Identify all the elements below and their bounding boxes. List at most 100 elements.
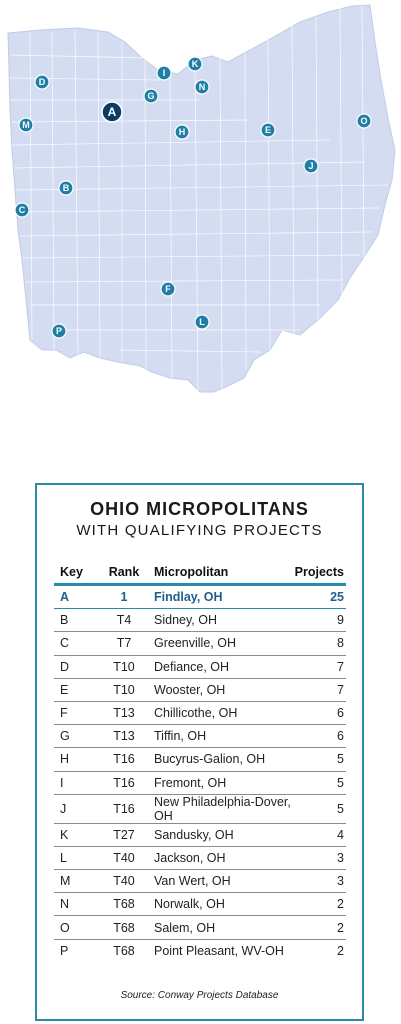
row-key: B	[54, 608, 94, 633]
marker-circle	[260, 122, 276, 138]
row-projects: 7	[294, 678, 346, 702]
marker-circle	[187, 56, 203, 72]
table-row: J T16 New Philadelphia-Dover, OH 5	[54, 794, 346, 824]
row-key: A	[54, 584, 94, 610]
marker-label: E	[265, 125, 271, 135]
row-rank: T7	[94, 631, 154, 656]
marker-label: F	[165, 284, 171, 294]
row-rank: T40	[94, 846, 154, 871]
marker-label: B	[63, 183, 70, 193]
row-name: Point Pleasant, WV-OH	[154, 943, 284, 958]
table-row: M T40 Van Wert, OH 3	[54, 869, 346, 894]
row-projects: 2	[294, 915, 346, 940]
marker-circle	[101, 101, 123, 123]
map-marker-a: A	[101, 101, 123, 123]
row-projects: 8	[294, 631, 346, 656]
table-header-row: Key Rank Micropolitan Projects	[54, 561, 346, 586]
map-marker-f: F	[160, 281, 176, 297]
row-key: E	[54, 678, 94, 702]
marker-label: H	[179, 127, 186, 137]
map-marker-d: D	[34, 74, 50, 90]
header-projects: Projects	[294, 561, 346, 586]
table-row: C T7 Greenville, OH 8	[54, 631, 346, 656]
row-rank: T16	[94, 771, 154, 795]
map-marker-h: H	[174, 124, 190, 140]
marker-circle	[18, 117, 34, 133]
row-rank: T40	[94, 869, 154, 894]
header-micropolitan: Micropolitan	[154, 561, 295, 586]
map-marker-k: K	[187, 56, 203, 72]
table-row: L T40 Jackson, OH 3	[54, 846, 346, 871]
marker-label: K	[192, 59, 199, 69]
row-rank: T27	[94, 823, 154, 847]
row-key: C	[54, 631, 94, 656]
row-projects: 25	[294, 584, 346, 610]
row-key: N	[54, 892, 94, 917]
map-marker-g: G	[143, 88, 159, 104]
row-projects: 6	[294, 701, 346, 726]
marker-circle	[356, 113, 372, 129]
row-name: Greenville, OH	[154, 631, 295, 656]
row-key: F	[54, 701, 94, 726]
row-key: K	[54, 823, 94, 847]
row-rank: T16	[94, 747, 154, 772]
row-name: Tiffin, OH	[154, 724, 295, 749]
row-rank: T16	[94, 794, 154, 824]
header-key: Key	[54, 561, 94, 586]
row-name: Wooster, OH	[154, 678, 295, 702]
micropolitans-table: Key Rank Micropolitan Projects A 1 Findlay…	[54, 561, 346, 962]
row-key: G	[54, 724, 94, 749]
marker-circle	[51, 323, 67, 339]
marker-label: G	[147, 91, 154, 101]
row-name: Sandusky, OH	[154, 823, 295, 847]
map-marker-o: O	[356, 113, 372, 129]
county-lines	[9, 5, 389, 393]
row-projects: 2	[337, 943, 344, 958]
panel-subtitle: WITH QUALIFYING PROJECTS	[76, 522, 323, 539]
row-rank: T13	[94, 701, 154, 726]
row-name: Bucyrus-Galion, OH	[154, 747, 295, 772]
row-projects: 5	[294, 794, 346, 824]
row-key: H	[54, 747, 94, 772]
marker-label: P	[56, 326, 62, 336]
marker-label: A	[108, 105, 117, 119]
marker-circle	[303, 158, 319, 174]
row-name: New Philadelphia-Dover, OH	[154, 794, 295, 824]
row-key: I	[54, 771, 94, 795]
marker-circle	[14, 202, 30, 218]
micropolitans-panel: OHIO MICROPOLITANS WITH QUALIFYING PROJE…	[35, 483, 364, 1021]
row-rank: T4	[94, 608, 154, 633]
table-row: D T10 Defiance, OH 7	[54, 655, 346, 679]
table-row: G T13 Tiffin, OH 6	[54, 724, 346, 749]
row-projects: 3	[294, 846, 346, 871]
map-marker-p: P	[51, 323, 67, 339]
table-row: O T68 Salem, OH 2	[54, 915, 346, 940]
row-name: Jackson, OH	[154, 846, 295, 871]
row-projects: 9	[294, 608, 346, 633]
row-key: P	[60, 943, 69, 958]
marker-label: L	[199, 317, 205, 327]
table-row: F T13 Chillicothe, OH 6	[54, 701, 346, 726]
marker-circle	[194, 314, 210, 330]
marker-label: N	[199, 82, 206, 92]
row-rank: 1	[94, 584, 154, 610]
row-name: Sidney, OH	[154, 608, 295, 633]
table-row: H T16 Bucyrus-Galion, OH 5	[54, 747, 346, 772]
row-name: Findlay, OH	[154, 584, 295, 610]
row-projects: 4	[294, 823, 346, 847]
table-row: A 1 Findlay, OH 25	[54, 584, 346, 610]
map-marker-l: L	[194, 314, 210, 330]
map-marker-c: C	[14, 202, 30, 218]
marker-label: J	[308, 161, 313, 171]
row-rank: T68	[94, 915, 154, 940]
row-rank: T13	[94, 724, 154, 749]
header-rank: Rank	[94, 561, 154, 586]
row-projects: 7	[294, 655, 346, 679]
marker-circle	[160, 281, 176, 297]
row-rank: T68	[94, 892, 154, 917]
row-key: D	[54, 655, 94, 679]
marker-circle	[156, 65, 172, 81]
ohio-state-shape	[7, 4, 396, 393]
table-row: E T10 Wooster, OH 7	[54, 678, 346, 702]
row-name: Fremont, OH	[154, 771, 295, 795]
